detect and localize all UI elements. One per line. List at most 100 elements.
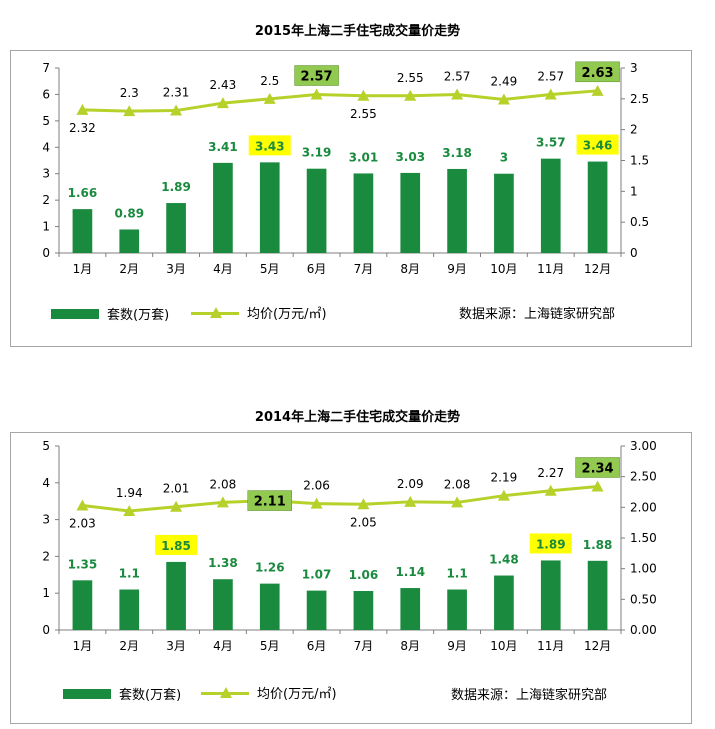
line-point bbox=[497, 489, 510, 501]
line-point bbox=[170, 104, 183, 116]
y-tick-label-left: 1 bbox=[42, 220, 50, 234]
line-point bbox=[216, 496, 229, 508]
bar bbox=[587, 161, 608, 253]
legend-bar-label: 套数(万套) bbox=[107, 308, 170, 323]
line-point bbox=[497, 93, 510, 105]
y-tick-label-right: 3.00 bbox=[630, 439, 657, 453]
line-data-label: 2.57 bbox=[537, 70, 564, 84]
bar-data-label: 1.89 bbox=[536, 537, 566, 551]
x-tick-label: 10月 bbox=[490, 262, 517, 276]
line-point bbox=[404, 495, 417, 507]
bar-data-label: 1.85 bbox=[161, 539, 191, 553]
bar bbox=[447, 589, 467, 630]
y-tick-label-left: 3 bbox=[42, 167, 50, 181]
x-tick-label: 12月 bbox=[584, 639, 611, 653]
line-data-label: 2.55 bbox=[350, 107, 377, 121]
y-tick-label-right: 2.5 bbox=[630, 92, 649, 106]
bar bbox=[400, 588, 421, 630]
x-tick-label: 7月 bbox=[354, 262, 374, 276]
bar bbox=[494, 173, 514, 253]
bar bbox=[213, 162, 233, 253]
x-tick-label: 11月 bbox=[537, 262, 564, 276]
legend-line-label: 均价(万元/㎡) bbox=[247, 307, 327, 322]
y-tick-label-right: 3 bbox=[630, 61, 638, 75]
source-2014: 数据来源：上海链家研究部 bbox=[451, 688, 608, 703]
bar-data-label: 3.03 bbox=[395, 150, 425, 164]
chart-frame-2014: 0 1 2 3 4 5 0.00 0.50 1.00 1.50 2.00 2.50 3.00 1月 2月 3月… bbox=[10, 432, 692, 724]
y-tick-label-left: 0 bbox=[42, 623, 50, 637]
line-data-label: 2.05 bbox=[350, 515, 377, 529]
chart-title-2015: 2015年上海二手住宅成交量价走势 bbox=[254, 24, 461, 39]
bar-data-label: 0.89 bbox=[114, 206, 144, 220]
bar-label-highlight bbox=[576, 134, 619, 155]
line-label-highlight bbox=[294, 65, 339, 86]
bar-data-label: 1.88 bbox=[583, 538, 613, 552]
bar-data-label: 3.46 bbox=[583, 139, 613, 153]
y-tick-label-left: 1 bbox=[42, 586, 50, 600]
line-point bbox=[591, 480, 604, 492]
bar bbox=[587, 560, 608, 630]
bar-label-highlight bbox=[155, 534, 198, 555]
x-tick-label: 11月 bbox=[537, 639, 564, 653]
x-tick-label: 1月 bbox=[73, 262, 93, 276]
bar bbox=[166, 203, 186, 253]
line-point bbox=[263, 92, 276, 104]
line-data-label: 2.5 bbox=[260, 74, 279, 88]
line-data-label: 2.55 bbox=[397, 71, 424, 85]
chart-frame-2015: 0 1 2 3 4 5 6 7 0 0.5 1 1.5 2 2.5 3 1月 2月 3月 4月 5月 6月 7月 8月 9月 1… bbox=[10, 50, 692, 347]
line-data-label: 2.57 bbox=[444, 70, 471, 84]
x-tick-label: 12月 bbox=[584, 262, 611, 276]
line-data-label: 2.34 bbox=[582, 461, 614, 476]
bar-label-highlight bbox=[248, 135, 291, 156]
line-data-label: 2.32 bbox=[69, 121, 96, 135]
x-tick-label: 9月 bbox=[447, 639, 467, 653]
x-tick-label: 6月 bbox=[307, 639, 327, 653]
line-point bbox=[170, 500, 183, 512]
bar bbox=[72, 580, 93, 630]
y-tick-label-right: 0 bbox=[630, 246, 638, 260]
line-data-label: 2.31 bbox=[163, 86, 190, 100]
y-tick-label-right: 2.00 bbox=[630, 500, 657, 514]
legend-bar-2015: 套数(万套) bbox=[51, 304, 169, 323]
x-tick-label: 5月 bbox=[260, 639, 280, 653]
bar bbox=[119, 589, 140, 630]
y-tick-label-left: 2 bbox=[42, 549, 50, 563]
y-tick-label-left: 4 bbox=[42, 476, 50, 490]
bar bbox=[400, 172, 421, 253]
x-tick-label: 8月 bbox=[400, 262, 420, 276]
line-label-highlight bbox=[575, 61, 620, 83]
x-tick-label: 1月 bbox=[73, 639, 93, 653]
bar-data-label: 3 bbox=[500, 151, 508, 165]
x-tick-label: 7月 bbox=[354, 639, 374, 653]
legend-bar-swatch bbox=[51, 308, 99, 319]
line-series bbox=[82, 484, 598, 513]
legend-line-2015: 均价(万元/㎡) bbox=[191, 303, 327, 322]
chart-title-2014: 2014年上海二手住宅成交量价走势 bbox=[254, 410, 461, 425]
bar-data-label: 1.1 bbox=[119, 567, 140, 581]
bar-data-label: 3.43 bbox=[255, 139, 285, 153]
line-point bbox=[76, 499, 89, 511]
line-data-label: 2.57 bbox=[301, 70, 333, 85]
y-tick-label-right: 2.50 bbox=[630, 470, 657, 484]
bar bbox=[353, 590, 374, 630]
x-tick-label: 10月 bbox=[490, 639, 517, 653]
x-tick-label: 3月 bbox=[166, 639, 186, 653]
line-data-label: 2.08 bbox=[444, 477, 471, 491]
y-tick-label-left: 6 bbox=[42, 87, 50, 101]
chart-plot-2014: 0 1 2 3 4 5 0.00 0.50 1.00 1.50 2.00 2.50 3.00 1月 2月 3月… bbox=[42, 439, 657, 653]
bar-data-label: 1.89 bbox=[161, 180, 191, 194]
bar-data-label: 1.1 bbox=[446, 567, 467, 581]
line-point bbox=[544, 484, 557, 496]
line-point bbox=[357, 89, 370, 101]
y-tick-label-left: 0 bbox=[42, 246, 50, 260]
bar bbox=[259, 162, 280, 253]
bar bbox=[540, 560, 561, 630]
bar bbox=[494, 575, 514, 630]
x-tick-label: 5月 bbox=[260, 262, 280, 276]
line-point bbox=[404, 89, 417, 101]
y-tick-label-left: 4 bbox=[42, 140, 50, 154]
line-data-label: 2.3 bbox=[120, 86, 139, 100]
line-point bbox=[451, 496, 464, 508]
bar-data-label: 1.07 bbox=[302, 568, 332, 582]
line-data-label: 2.08 bbox=[210, 477, 237, 491]
